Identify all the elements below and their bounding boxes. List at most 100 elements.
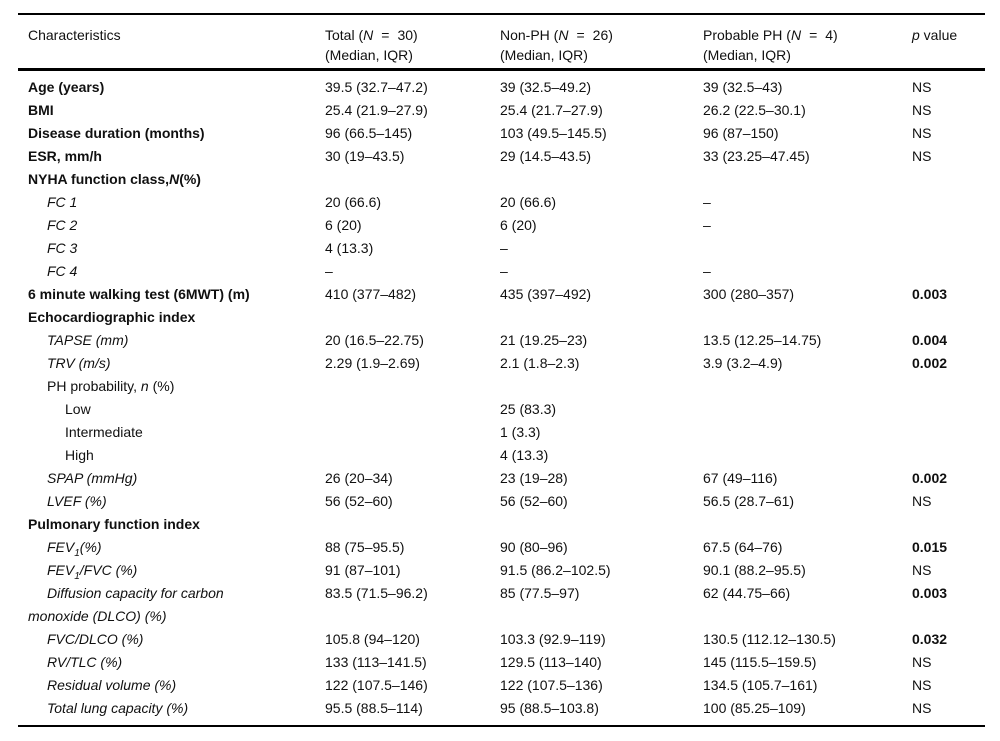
table-row: FEV1(%) 88 (75–95.5) 90 (80–96) 67.5 (64–76…	[18, 536, 985, 559]
cell-nonph: 29 (14.5–43.5)	[500, 148, 592, 164]
cell-probableph: 67 (49–116)	[703, 470, 778, 486]
table-row: FVC/DLCO (%) 105.8 (94–120) 103.3 (92.9–11…	[18, 628, 985, 651]
cell-nonph	[490, 513, 693, 536]
cell-probableph	[693, 375, 902, 398]
cell-probableph: 96 (87–150)	[703, 125, 779, 141]
row-label: Disease duration (months)	[28, 125, 205, 141]
cell-pvalue: NS	[912, 125, 932, 141]
row-label: NYHA function class,N(%)	[28, 171, 201, 187]
cell-total	[315, 513, 490, 536]
cell-pvalue: NS	[912, 700, 932, 716]
cell-total	[315, 375, 490, 398]
cell-total: 122 (107.5–146)	[325, 677, 428, 693]
table-row: Age (years) 39.5 (32.7–47.2) 39 (32.5–49.2…	[18, 70, 985, 100]
row-label: FEV1/FVC (%)	[47, 562, 138, 582]
table-row: Pulmonary function index	[18, 513, 985, 536]
cell-total	[315, 168, 490, 191]
cell-nonph: 4 (13.3)	[500, 447, 549, 463]
cell-nonph: 129.5 (113–140)	[500, 654, 602, 670]
cell-pvalue	[902, 214, 985, 237]
cell-pvalue	[902, 260, 985, 283]
table-row: High 4 (13.3)	[18, 444, 985, 467]
cell-nonph: 56 (52–60)	[500, 493, 568, 509]
table-row: TAPSE (mm) 20 (16.5–22.75) 21 (19.25–23) 13…	[18, 329, 985, 352]
cell-nonph: 103.3 (92.9–119)	[500, 631, 606, 647]
table-row: BMI 25.4 (21.9–27.9) 25.4 (21.7–27.9) 26.2 …	[18, 99, 985, 122]
cell-pvalue	[902, 191, 985, 214]
header-total-line1: Total (N = 30)	[325, 27, 418, 43]
cell-probableph: –	[703, 263, 711, 279]
cell-probableph: 90.1 (88.2–95.5)	[703, 562, 806, 578]
cell-total: 4 (13.3)	[325, 240, 374, 256]
row-label: Echocardiographic index	[28, 309, 196, 325]
table-row: FC 3 4 (13.3) –	[18, 237, 985, 260]
table-row: PH probability, n (%)	[18, 375, 985, 398]
cell-probableph: 145 (115.5–159.5)	[703, 654, 817, 670]
cell-pvalue: 0.002	[912, 355, 948, 371]
cell-nonph: 103 (49.5–145.5)	[500, 125, 607, 141]
table-row: SPAP (mmHg) 26 (20–34) 23 (19–28) 67 (49–11…	[18, 467, 985, 490]
row-label: PH probability, n (%)	[47, 378, 175, 394]
cell-nonph: 2.1 (1.8–2.3)	[500, 355, 580, 371]
cell-probableph: –	[703, 217, 711, 233]
header-pvalue: p value	[902, 15, 985, 71]
cell-probableph: 13.5 (12.25–14.75)	[703, 332, 822, 348]
cell-probableph	[693, 421, 902, 444]
row-label: Diffusion capacity for carbon monoxide (D…	[28, 585, 224, 624]
cell-pvalue	[902, 237, 985, 260]
cell-nonph: 6 (20)	[500, 217, 537, 233]
row-label: Total lung capacity (%)	[47, 700, 189, 716]
cell-pvalue: NS	[912, 493, 932, 509]
cell-probableph	[693, 306, 902, 329]
cell-pvalue: 0.003	[912, 585, 948, 601]
cell-pvalue: 0.004	[912, 332, 948, 348]
cell-probableph	[693, 444, 902, 467]
cell-total: 83.5 (71.5–96.2)	[325, 585, 428, 601]
table-row: ESR, mm/h 30 (19–43.5) 29 (14.5–43.5) 33 (2…	[18, 145, 985, 168]
table-header: Characteristics Total (N = 30) (Median, IQ…	[18, 15, 985, 71]
table-row: FC 4 – – –	[18, 260, 985, 283]
cell-pvalue: NS	[912, 677, 932, 693]
table-body: Age (years) 39.5 (32.7–47.2) 39 (32.5–49.2…	[18, 70, 985, 726]
cell-total: 25.4 (21.9–27.9)	[325, 102, 428, 118]
cell-nonph: 91.5 (86.2–102.5)	[500, 562, 611, 578]
table-row: FEV1/FVC (%) 91 (87–101) 91.5 (86.2–102.5)…	[18, 559, 985, 582]
cell-nonph: 23 (19–28)	[500, 470, 568, 486]
cell-pvalue: 0.015	[912, 539, 948, 555]
cell-nonph: 25 (83.3)	[500, 401, 557, 417]
cell-probableph: 62 (44.75–66)	[703, 585, 791, 601]
cell-nonph: 90 (80–96)	[500, 539, 568, 555]
cell-probableph: 100 (85.25–109)	[703, 700, 806, 716]
table-row: RV/TLC (%) 133 (113–141.5) 129.5 (113–140)…	[18, 651, 985, 674]
row-label: FEV1(%)	[47, 539, 102, 559]
cell-probableph: 134.5 (105.7–161)	[703, 677, 818, 693]
cell-pvalue	[902, 306, 985, 329]
cell-nonph	[490, 306, 693, 329]
cell-nonph: 435 (397–492)	[500, 286, 592, 302]
row-label: Residual volume (%)	[47, 677, 177, 693]
row-label: LVEF (%)	[47, 493, 107, 509]
cell-probableph: 3.9 (3.2–4.9)	[703, 355, 783, 371]
cell-pvalue	[902, 398, 985, 421]
cell-pvalue: NS	[912, 102, 932, 118]
row-label: FVC/DLCO (%)	[47, 631, 144, 647]
data-table: Characteristics Total (N = 30) (Median, IQ…	[18, 15, 985, 725]
cell-total: –	[325, 263, 333, 279]
cell-pvalue	[902, 375, 985, 398]
cell-pvalue: 0.002	[912, 470, 948, 486]
cell-total: 2.29 (1.9–2.69)	[325, 355, 420, 371]
cell-total: 410 (377–482)	[325, 286, 417, 302]
cell-probableph: 26.2 (22.5–30.1)	[703, 102, 806, 118]
cell-pvalue	[902, 513, 985, 536]
cell-nonph: 21 (19.25–23)	[500, 332, 588, 348]
table-row: Residual volume (%) 122 (107.5–146) 122 (1…	[18, 674, 985, 697]
cell-probableph: 130.5 (112.12–130.5)	[703, 631, 836, 647]
cell-pvalue: NS	[912, 79, 932, 95]
table-row: NYHA function class,N(%)	[18, 168, 985, 191]
header-nonph-line1: Non-PH (N = 26)	[500, 27, 613, 43]
cell-total	[315, 398, 490, 421]
cell-nonph: –	[500, 263, 508, 279]
table-row: Total lung capacity (%) 95.5 (88.5–114) 95…	[18, 697, 985, 725]
cell-probableph: –	[703, 194, 711, 210]
row-label: FC 2	[47, 217, 78, 233]
